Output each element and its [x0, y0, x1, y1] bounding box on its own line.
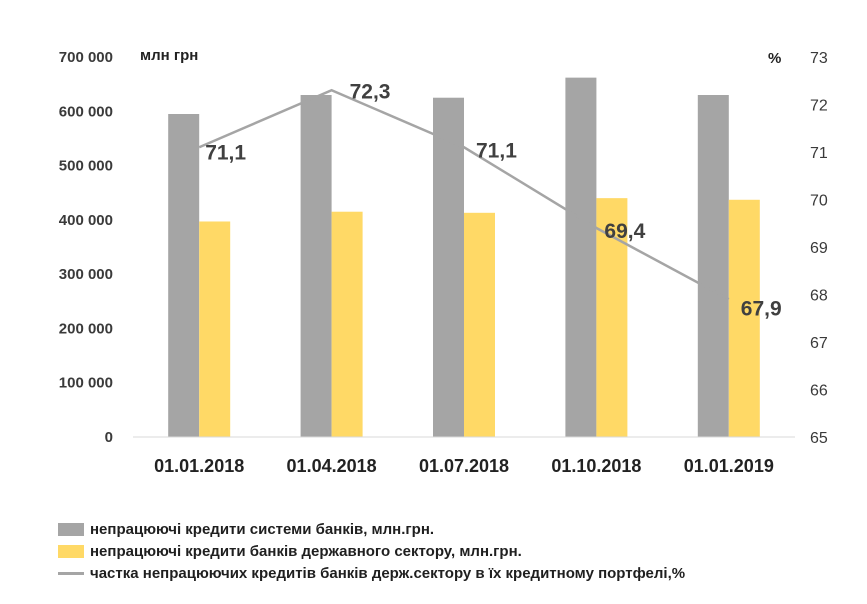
x-axis-ticks: 01.01.2018 01.04.2018 01.07.2018 01.10.2018… — [154, 456, 774, 476]
left-tick-label: 600 000 — [59, 103, 113, 120]
bar-state-npl — [331, 211, 363, 437]
right-tick-label: 69 — [810, 240, 828, 257]
right-tick-label: 70 — [810, 193, 828, 210]
bar-state-npl — [464, 212, 495, 437]
bar-system-npl — [565, 77, 597, 437]
right-tick-label: 71 — [810, 145, 828, 162]
legend-key-gray-bar — [58, 522, 84, 536]
share-line — [198, 88, 730, 301]
x-tick-label: 01.07.2018 — [419, 456, 509, 476]
combo-chart: 0 100 000 200 000 300 000 400 000 500 000 600 … — [59, 47, 828, 476]
legend-label: непрацюючі кредити банків державного сек… — [90, 542, 522, 560]
left-tick-label: 400 000 — [59, 212, 113, 229]
right-axis-unit: % — [768, 50, 781, 67]
bar-system-npl — [300, 95, 332, 437]
left-tick-label: 100 000 — [59, 375, 113, 392]
legend-label: непрацюючі кредити системи банків, млн.г… — [90, 520, 435, 538]
bar-system-npl — [433, 97, 464, 437]
x-tick-label: 01.04.2018 — [287, 456, 377, 476]
legend-item-system-npl: непрацюючі кредити системи банків, млн.г… — [58, 518, 685, 540]
left-tick-label: 0 — [105, 429, 113, 446]
bar-state-npl — [199, 221, 231, 437]
x-tick-label: 01.01.2018 — [154, 456, 244, 476]
bar-state-npl — [596, 198, 628, 437]
legend-key-yellow-bar — [58, 544, 84, 558]
right-tick-label: 65 — [810, 430, 828, 447]
bars — [168, 77, 760, 437]
left-axis-ticks: 0 100 000 200 000 300 000 400 000 500 000 600 … — [59, 49, 113, 446]
bar-system-npl — [168, 114, 200, 437]
x-tick-label: 01.10.2018 — [551, 456, 641, 476]
right-tick-label: 73 — [810, 50, 828, 67]
left-tick-label: 500 000 — [59, 158, 113, 175]
bar-state-npl — [728, 199, 760, 437]
legend-item-share-line: частка непрацюючих кредитів банків держ.… — [58, 562, 685, 584]
line-data-label: 71,1 — [205, 141, 246, 164]
right-axis-ticks: 65 66 67 68 69 70 71 72 73 — [810, 50, 828, 447]
right-tick-label: 72 — [810, 98, 828, 115]
legend-label: частка непрацюючих кредитів банків держ.… — [90, 564, 686, 582]
x-tick-label: 01.01.2019 — [684, 456, 774, 476]
legend-item-state-npl: непрацюючі кредити банків державного сек… — [58, 540, 685, 562]
legend-key-gray-line — [58, 571, 84, 575]
line-series — [198, 88, 730, 301]
line-data-label: 72,3 — [350, 80, 391, 103]
right-tick-label: 67 — [810, 335, 828, 352]
left-tick-label: 300 000 — [59, 266, 113, 283]
line-data-label: 69,4 — [604, 220, 645, 243]
line-data-label: 67,9 — [741, 297, 782, 320]
bar-system-npl — [697, 95, 729, 437]
left-axis-unit: млн грн — [140, 47, 198, 64]
right-tick-label: 66 — [810, 383, 828, 400]
legend: непрацюючі кредити системи банків, млн.г… — [58, 518, 685, 584]
right-tick-label: 68 — [810, 288, 828, 305]
left-tick-label: 200 000 — [59, 320, 113, 337]
left-tick-label: 700 000 — [59, 49, 113, 66]
line-data-label: 71,1 — [476, 139, 517, 162]
line-data-labels: 71,1 72,3 71,1 69,4 67,9 — [205, 80, 781, 320]
